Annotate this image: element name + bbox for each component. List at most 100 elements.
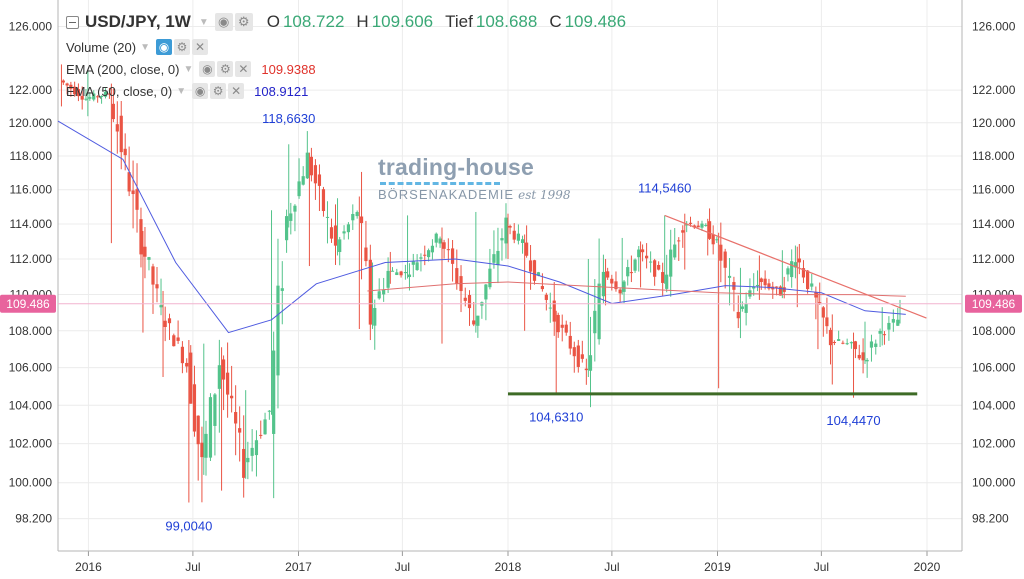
candle-body (618, 289, 622, 294)
candle-body (580, 354, 584, 359)
gear-icon[interactable]: ⚙ (210, 83, 227, 99)
watermark-title: trading-house (378, 154, 534, 180)
trendline-line (664, 214, 927, 319)
gear-icon[interactable]: ⚙ (174, 39, 190, 55)
candle-body (801, 268, 806, 278)
candle-body (669, 249, 673, 277)
candle-body (196, 415, 200, 445)
candle-body (896, 319, 900, 326)
collapse-icon[interactable] (66, 15, 79, 29)
close-icon[interactable]: ✕ (192, 39, 208, 55)
candle-body (377, 291, 381, 299)
price-badge-left (0, 294, 56, 313)
y-tick-label-right: 106.000 (972, 361, 1016, 375)
candle-body (213, 394, 217, 426)
candle-body (386, 270, 390, 288)
watermark-academy: BÖRSENAKADEMIE (378, 187, 515, 202)
candle-body (696, 225, 700, 228)
candle-body (185, 362, 189, 367)
y-tick-label-right: 122.000 (972, 83, 1016, 97)
candle-body (610, 278, 614, 284)
chevron-down-icon[interactable]: ▼ (176, 85, 187, 97)
candle-body (832, 342, 837, 344)
candle-body (488, 268, 492, 288)
candle-body (685, 224, 689, 226)
x-tick-label: Jul (395, 560, 410, 574)
candle-body (364, 247, 368, 262)
gear-icon[interactable]: ⚙ (234, 13, 253, 31)
candle-body (359, 216, 364, 224)
y-tick-label-left: 102.000 (9, 437, 53, 451)
candle-body (874, 343, 878, 347)
candle-body (806, 270, 810, 290)
candle-body (508, 225, 512, 228)
candle-body (665, 274, 669, 289)
price-annotation: 99,0040 (165, 518, 212, 533)
candle-body (284, 216, 289, 241)
candle-body (878, 330, 882, 334)
candle-body (88, 97, 92, 99)
candle-body (767, 283, 771, 289)
symbol-label: USD/JPY, 1W (85, 12, 191, 31)
chevron-down-icon[interactable]: ▼ (198, 16, 209, 28)
candle-body (525, 242, 529, 256)
watermark-est: est 1998 (518, 188, 571, 202)
candle-body (329, 227, 334, 239)
close-icon[interactable]: ✕ (235, 61, 252, 77)
candle-body (614, 281, 618, 290)
candle-body (382, 289, 386, 295)
legend-ema200-row: EMA (200, close, 0) ▼ ◉ ⚙ ✕ 109.9388 (66, 58, 626, 80)
eye-icon[interactable]: ◉ (156, 39, 172, 55)
candle-body (520, 239, 525, 243)
candle-body (305, 152, 309, 179)
low-label: Tief (445, 12, 473, 31)
candle-body (238, 428, 242, 433)
chevron-down-icon[interactable]: ▼ (140, 41, 150, 53)
candle-body (96, 96, 100, 98)
chart-legend: USD/JPY, 1W ▼ ◉ ⚙ O 108.722 H 109.606 Ti… (66, 8, 626, 102)
candle-body (845, 343, 849, 345)
eye-icon[interactable]: ◉ (214, 13, 233, 31)
watermark-logo: trading-house BÖRSENAKADEMIE est 1998 (378, 154, 571, 202)
y-tick-label-left: 114.000 (10, 217, 53, 231)
candle-body (584, 368, 588, 371)
close-icon[interactable]: ✕ (228, 83, 245, 99)
candle-body (204, 433, 208, 458)
candle-body (857, 354, 861, 359)
ema50-label: EMA (50, close, 0) (66, 83, 173, 99)
candle-body (403, 272, 407, 274)
gear-icon[interactable]: ⚙ (217, 61, 234, 77)
candle-body (189, 352, 193, 404)
candle-body (254, 440, 259, 456)
y-tick-label-right: 116.000 (972, 183, 1015, 197)
candle-body (155, 284, 159, 289)
candle-body (540, 286, 544, 290)
high-label: H (356, 12, 369, 31)
candle-body (752, 286, 756, 289)
chevron-down-icon[interactable]: ▼ (183, 63, 194, 75)
candle-body (657, 265, 661, 270)
candle-body (399, 271, 403, 276)
eye-icon[interactable]: ◉ (199, 61, 216, 77)
candle-body (289, 213, 293, 221)
candle-body (560, 324, 564, 328)
candle-body (446, 249, 450, 251)
candle-body (552, 300, 556, 322)
candle-body (740, 306, 744, 309)
price-annotation: 118,6630 (262, 111, 315, 126)
y-tick-label-left: 118.000 (10, 149, 53, 163)
candle-body (373, 307, 377, 326)
candle-body (111, 103, 115, 120)
x-tick-label: Jul (604, 560, 619, 574)
eye-icon[interactable]: ◉ (192, 83, 209, 99)
candle-body (532, 260, 537, 281)
y-tick-label-right: 114.000 (972, 217, 1015, 231)
candle-body (103, 91, 108, 97)
candle-body (704, 224, 708, 226)
y-tick-label-left: 100.000 (9, 476, 53, 490)
candle-body (793, 262, 798, 268)
candle-body (426, 250, 431, 258)
y-tick-label-right: 104.000 (972, 398, 1016, 412)
candle-body (119, 115, 123, 153)
ema200-value: 109.9388 (261, 61, 316, 77)
